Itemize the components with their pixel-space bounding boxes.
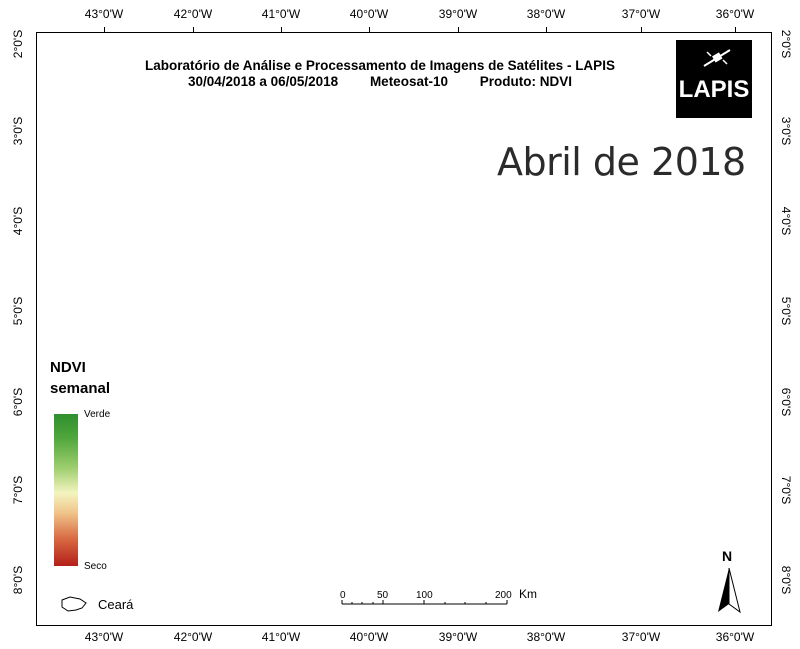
longitude-label-bottom: 41°0'W bbox=[261, 630, 301, 644]
longitude-label-bottom: 42°0'W bbox=[173, 630, 213, 644]
frame-tick bbox=[104, 27, 105, 32]
legend-label-top: Verde bbox=[84, 409, 111, 420]
north-label: N bbox=[722, 548, 733, 564]
frame-tick bbox=[369, 27, 370, 32]
latitude-label-right: 6°0'S bbox=[779, 387, 793, 417]
product-text: Produto: NDVI bbox=[479, 74, 572, 89]
longitude-label-top: 38°0'W bbox=[526, 7, 566, 21]
latitude-label-right: 8°0'S bbox=[779, 565, 793, 595]
logo-text: LAPIS bbox=[678, 76, 750, 103]
latitude-label-left: 3°0'S bbox=[11, 116, 25, 146]
longitude-label-bottom: 36°0'W bbox=[715, 630, 755, 644]
longitude-label-top: 40°0'W bbox=[349, 7, 389, 21]
latitude-label-right: 3°0'S bbox=[779, 116, 793, 146]
state-outline-icon bbox=[61, 596, 87, 612]
latitude-label-right: 2°0'S bbox=[779, 29, 793, 59]
longitude-label-bottom: 40°0'W bbox=[349, 630, 389, 644]
satellite-text: Meteosat-10 bbox=[369, 74, 448, 89]
longitude-label-top: 42°0'W bbox=[173, 7, 213, 21]
frame-tick bbox=[735, 27, 736, 32]
title-line-2: 30/04/2018 a 06/05/2018 Meteosat-10 Prod… bbox=[104, 74, 656, 90]
latitude-label-left: 8°0'S bbox=[11, 565, 25, 595]
longitude-label-top: 41°0'W bbox=[261, 7, 301, 21]
legend-title-line-1: NDVI bbox=[50, 359, 86, 376]
latitude-label-left: 6°0'S bbox=[11, 387, 25, 417]
latitude-label-right: 4°0'S bbox=[779, 206, 793, 236]
longitude-label-bottom: 43°0'W bbox=[84, 630, 124, 644]
ndvi-color-ramp bbox=[54, 414, 78, 566]
legend-title-line-2: semanal bbox=[50, 380, 111, 397]
scale-unit: Km bbox=[519, 587, 537, 601]
state-legend-label: Ceará bbox=[98, 597, 134, 612]
satellite-icon bbox=[703, 49, 731, 67]
overlay-title: Abril de 2018 bbox=[497, 140, 746, 184]
longitude-label-top: 37°0'W bbox=[621, 7, 661, 21]
longitude-label-top: 43°0'W bbox=[84, 7, 124, 21]
map-title: Laboratório de Análise e Processamento d… bbox=[104, 58, 656, 90]
latitude-label-left: 4°0'S bbox=[11, 206, 25, 236]
latitude-label-left: 7°0'S bbox=[11, 475, 25, 505]
legend-title: NDVI semanal bbox=[50, 357, 110, 399]
scale-bar bbox=[341, 600, 508, 605]
longitude-label-bottom: 37°0'W bbox=[621, 630, 661, 644]
frame-tick bbox=[458, 27, 459, 32]
latitude-label-right: 7°0'S bbox=[779, 475, 793, 505]
longitude-label-top: 36°0'W bbox=[715, 7, 755, 21]
latitude-label-left: 5°0'S bbox=[11, 296, 25, 326]
legend-label-bottom: Seco bbox=[84, 561, 107, 572]
frame-tick bbox=[281, 27, 282, 32]
latitude-label-right: 5°0'S bbox=[779, 296, 793, 326]
period-text: 30/04/2018 a 06/05/2018 bbox=[188, 74, 339, 89]
longitude-label-top: 39°0'W bbox=[438, 7, 478, 21]
scale-tick-label: 0 bbox=[340, 590, 346, 601]
latitude-label-left: 2°0'S bbox=[11, 29, 25, 59]
frame-tick bbox=[641, 27, 642, 32]
scale-tick-label: 100 bbox=[416, 590, 433, 601]
longitude-label-bottom: 38°0'W bbox=[526, 630, 566, 644]
lapis-logo: LAPIS bbox=[676, 40, 752, 118]
scale-tick-label: 200 bbox=[495, 590, 512, 601]
longitude-label-bottom: 39°0'W bbox=[438, 630, 478, 644]
scale-tick-label: 50 bbox=[377, 590, 389, 601]
frame-tick bbox=[193, 27, 194, 32]
map-frame bbox=[36, 32, 772, 626]
title-line-1: Laboratório de Análise e Processamento d… bbox=[145, 58, 615, 73]
frame-tick bbox=[546, 27, 547, 32]
north-arrow-icon bbox=[718, 567, 741, 614]
